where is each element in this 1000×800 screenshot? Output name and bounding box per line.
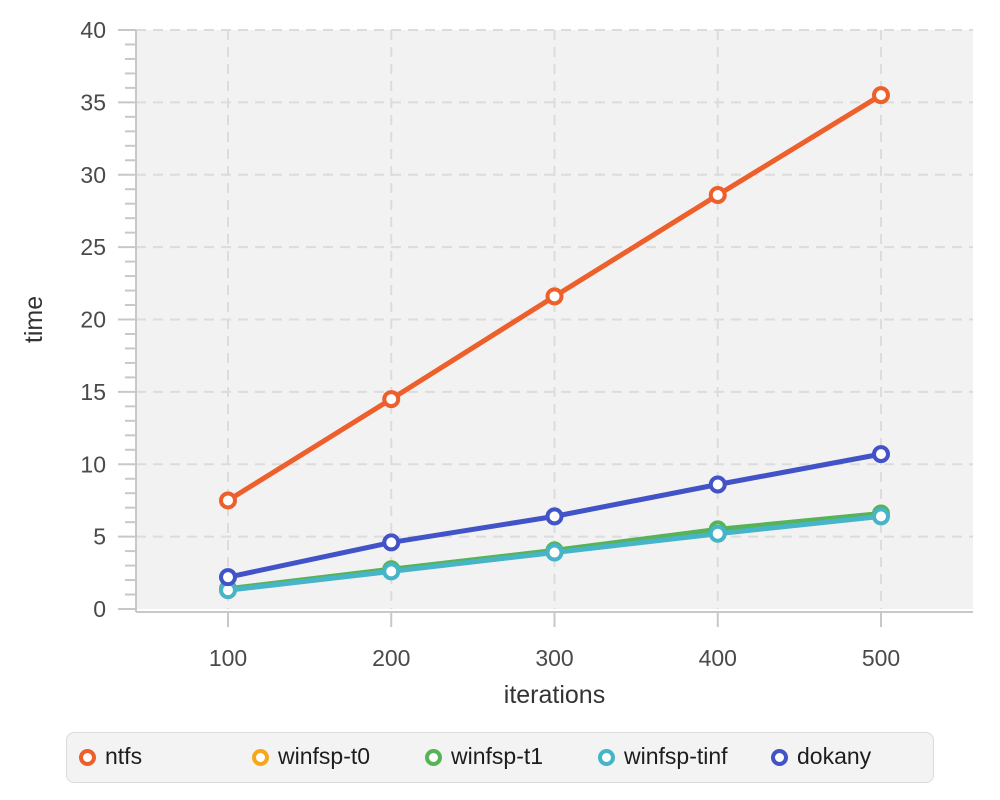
legend-item-label: winfsp-t1 xyxy=(451,743,544,769)
legend-item-winfsp-t0[interactable]: winfsp-t0 xyxy=(252,745,425,770)
legend-marker-icon xyxy=(771,749,788,766)
legend-marker-icon xyxy=(79,749,96,766)
series-marker-winfsp-tinf xyxy=(382,562,401,581)
series-marker-ntfs xyxy=(708,186,727,205)
legend-item-dokany[interactable]: dokany xyxy=(771,745,944,770)
series-marker-winfsp-tinf xyxy=(872,507,890,526)
series-marker-dokany xyxy=(545,507,564,526)
y-tick-label: 15 xyxy=(80,379,106,405)
y-tick-label: 30 xyxy=(80,162,106,188)
x-tick-label: 400 xyxy=(699,645,737,671)
legend-marker-icon xyxy=(252,749,269,766)
series-marker-ntfs xyxy=(545,287,564,306)
series-marker-dokany xyxy=(872,445,890,464)
line-chart: 0 5 10 15 20 25 30 35 40 100 200 300 400 500 time itera… xyxy=(20,17,973,709)
series-marker-winfsp-tinf xyxy=(708,524,727,543)
legend-item-ntfs[interactable]: ntfs xyxy=(79,745,252,770)
y-tick-label: 20 xyxy=(80,307,106,333)
series-marker-ntfs xyxy=(872,86,890,105)
y-tick-label: 0 xyxy=(93,596,106,622)
y-axis-title: time xyxy=(20,296,48,343)
x-tick-label: 500 xyxy=(862,645,900,671)
legend-marker-icon xyxy=(425,749,442,766)
series-marker-winfsp-tinf xyxy=(545,543,564,562)
series-marker-ntfs xyxy=(219,491,237,510)
y-tick-label: 25 xyxy=(80,234,106,260)
series-marker-dokany xyxy=(708,475,727,494)
y-tick-label: 35 xyxy=(80,89,106,115)
y-tick-label: 10 xyxy=(80,451,106,477)
x-tick-label: 300 xyxy=(535,645,573,671)
y-tick-label: 5 xyxy=(93,524,106,550)
series-marker-dokany xyxy=(219,568,237,587)
x-tick-label: 100 xyxy=(209,645,247,671)
legend-item-label: ntfs xyxy=(105,743,143,769)
legend-item-winfsp-tinf[interactable]: winfsp-tinf xyxy=(598,745,771,770)
legend-item-winfsp-t1[interactable]: winfsp-t1 xyxy=(425,745,598,770)
legend-marker-icon xyxy=(598,749,615,766)
legend: ntfs winfsp-t0 winfsp-t1 winfsp-tinf dokany xyxy=(66,732,934,783)
legend-item-label: winfsp-tinf xyxy=(624,743,728,769)
y-tick-label: 40 xyxy=(80,17,106,43)
chart-area: 0 5 10 15 20 25 30 35 40 100 200 300 400 500 time itera… xyxy=(20,17,973,709)
x-axis-title: iterations xyxy=(504,681,605,709)
series-marker-ntfs xyxy=(382,390,401,409)
series-marker-dokany xyxy=(382,533,401,552)
x-tick-label: 200 xyxy=(372,645,410,671)
legend-item-label: dokany xyxy=(797,743,872,769)
legend-item-label: winfsp-t0 xyxy=(278,743,371,769)
